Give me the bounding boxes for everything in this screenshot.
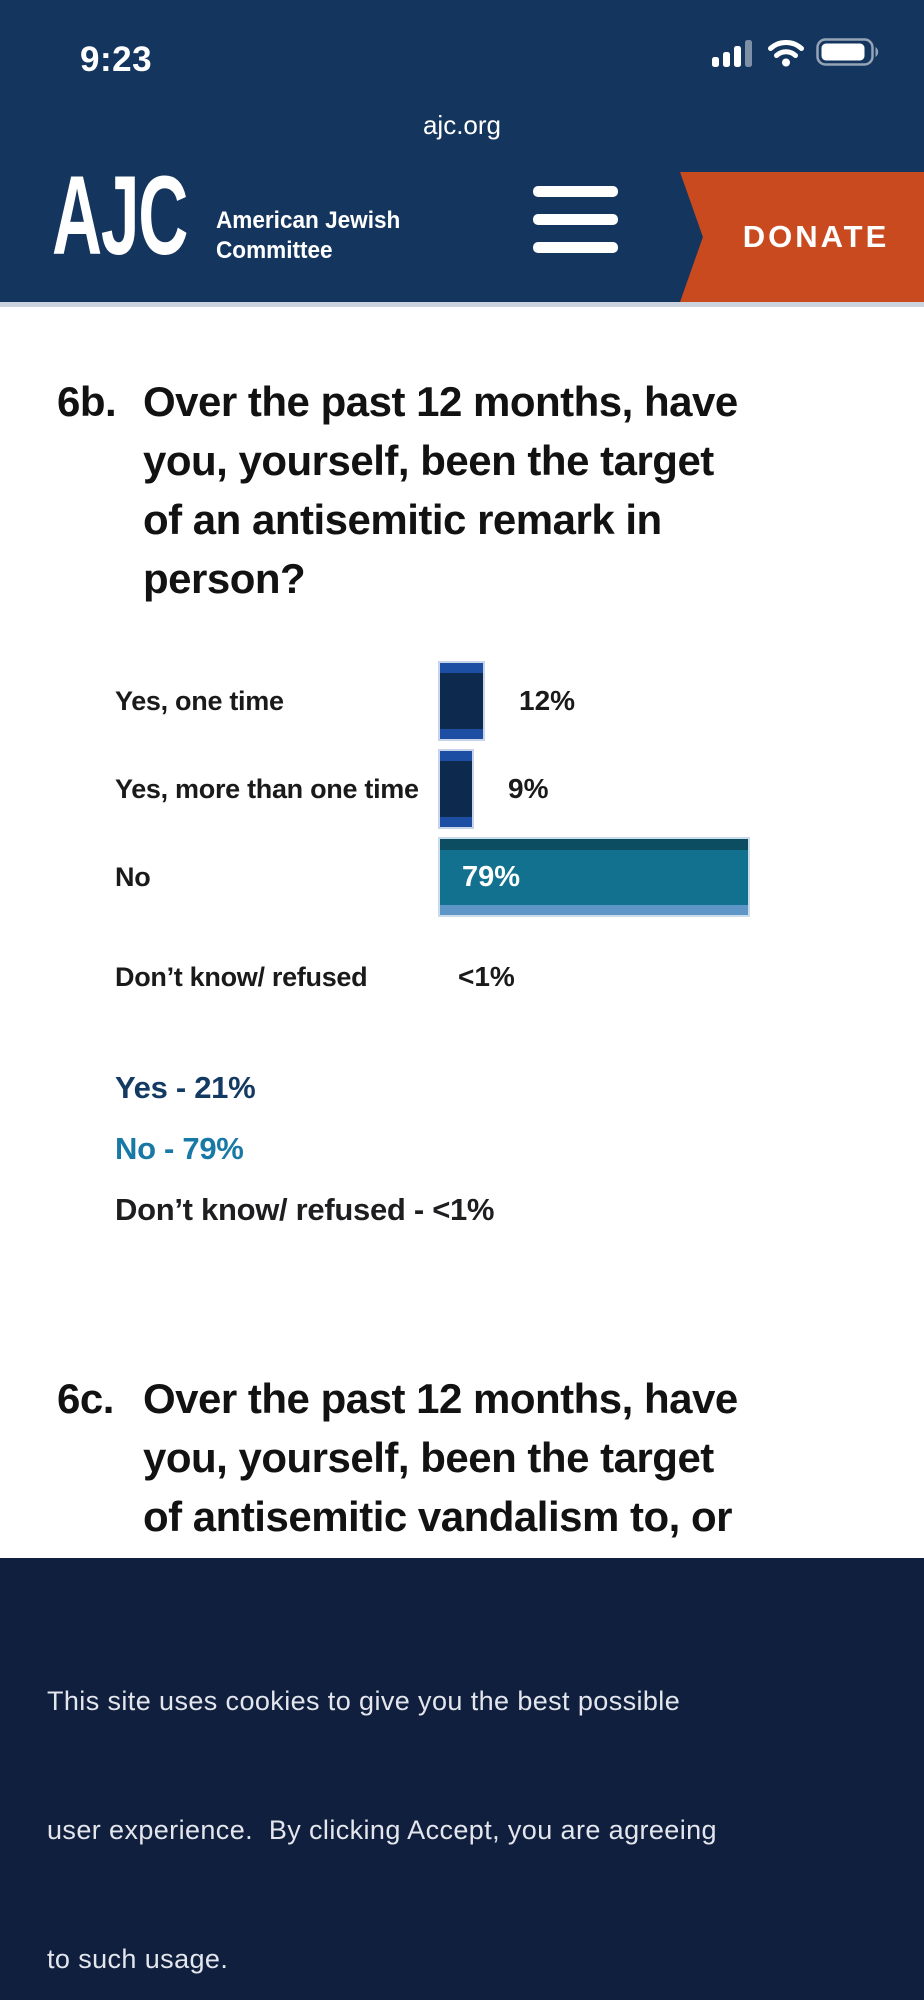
chart-category-label: No: [115, 861, 151, 892]
cookie-consent-banner: This site uses cookies to give you the b…: [0, 1558, 924, 2000]
chart-row-no: No 79%: [115, 837, 875, 917]
chart-row-yes-more-than-one: Yes, more than one time 9%: [115, 749, 875, 829]
ajc-logo-subtitle-line1: American Jewish: [216, 207, 401, 234]
status-time: 9:23: [80, 40, 153, 79]
question-6c-text: Over the past 12 months, have you, yours…: [143, 1375, 738, 1540]
bar-no: 79%: [438, 837, 750, 917]
status-icons: [712, 36, 882, 73]
question-6b-number: 6b.: [57, 378, 117, 425]
bar-yes-one-time: [438, 661, 485, 741]
header: 9:23: [0, 0, 924, 302]
donate-button[interactable]: DONATE: [680, 172, 924, 302]
chart-category-label: Yes, one time: [115, 685, 284, 716]
question-6b: 6b. Over the past 12 months, have you, y…: [57, 372, 877, 608]
bar-chart: Yes, one time 12% Yes, more than one tim…: [115, 661, 875, 999]
battery-icon: [816, 36, 882, 73]
summary-dont-know: Don’t know/ refused - <1%: [115, 1192, 495, 1227]
question-6c-number: 6c.: [57, 1375, 114, 1422]
wifi-icon: [766, 37, 806, 72]
chart-row-yes-one-time: Yes, one time 12%: [115, 661, 875, 741]
chart-value-label: <1%: [458, 961, 515, 992]
cellular-signal-icon: [712, 36, 756, 73]
chart-value-label: 12%: [519, 685, 576, 716]
ajc-logo-subtitle-line2: Committee: [216, 237, 333, 264]
ajc-logo-subtitle: American Jewish Committee: [216, 206, 400, 266]
browser-url[interactable]: ajc.org: [422, 110, 502, 140]
chart-value-label: 79%: [462, 860, 521, 893]
bar-yes-more-than-one-time: [438, 749, 474, 829]
result-summary: Yes - 21% No - 79% Don’t know/ refused -…: [115, 1068, 495, 1251]
cookie-message: This site uses cookies to give you the b…: [47, 1686, 717, 1974]
question-6b-text: Over the past 12 months, have you, yours…: [143, 378, 738, 602]
summary-yes: Yes - 21%: [115, 1070, 256, 1105]
hamburger-menu-icon[interactable]: [533, 186, 618, 253]
chart-category-label: Yes, more than one time: [115, 773, 419, 804]
chart-category-label: Don’t know/ refused: [115, 961, 368, 992]
summary-no: No - 79%: [115, 1131, 244, 1166]
ajc-logo: AJC: [52, 153, 188, 278]
chart-value-label: 9%: [508, 773, 549, 804]
question-6c: 6c. Over the past 12 months, have you, y…: [57, 1369, 877, 1546]
chart-row-dont-know: Don’t know/ refused <1%: [115, 955, 875, 999]
header-divider: [0, 302, 924, 307]
